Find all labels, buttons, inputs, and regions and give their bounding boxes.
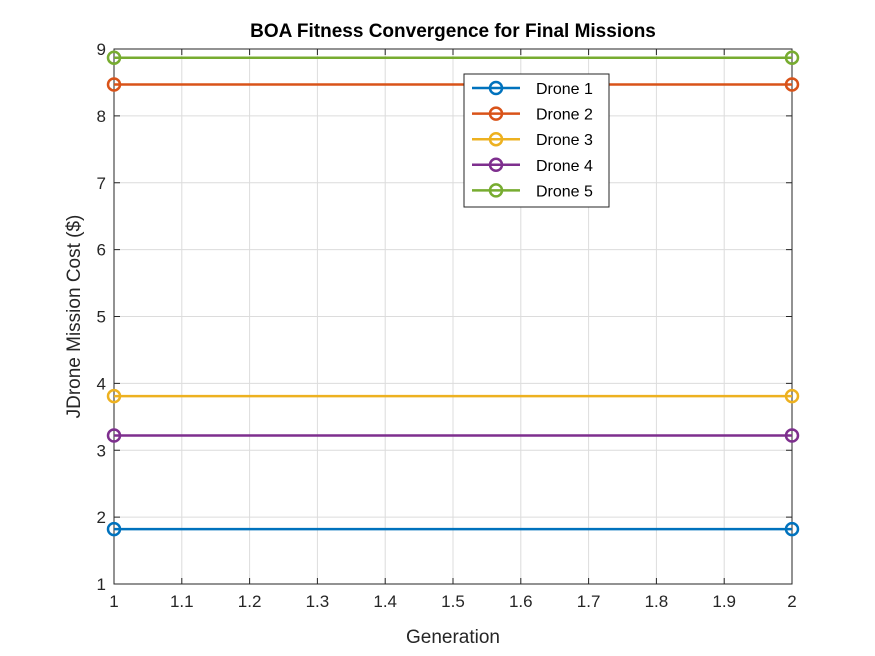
legend-marker <box>488 157 504 173</box>
legend-box <box>463 73 610 208</box>
legend-marker <box>488 183 504 198</box>
y-tick-label: 3 <box>97 441 106 460</box>
data-point <box>106 388 122 404</box>
data-point <box>106 428 122 443</box>
series-3 <box>106 388 800 404</box>
y-tick-label: 5 <box>97 308 106 327</box>
y-tick-label: 4 <box>97 374 106 393</box>
legend-item: Drone 1 <box>472 80 593 98</box>
data-point <box>784 521 800 537</box>
legend-item: Drone 2 <box>472 106 593 124</box>
y-tick-label: 8 <box>97 107 106 126</box>
legend: Drone 1 Drone 2 Drone 3 Drone 4 Drone 5 <box>463 73 610 208</box>
y-tick-label: 9 <box>97 40 106 59</box>
x-tick-label: 1.9 <box>712 592 736 611</box>
y-axis-label: JDrone Mission Cost ($) <box>64 215 85 419</box>
x-tick-label: 1.5 <box>441 592 465 611</box>
legend-label: Drone 3 <box>536 132 593 149</box>
legend-label: Drone 5 <box>536 183 593 200</box>
series-lines <box>106 50 800 537</box>
y-axis-ticks: 1 2 3 4 5 6 7 8 9 <box>97 40 792 594</box>
legend-marker <box>488 131 504 147</box>
x-axis-ticks: 1 1.1 1.2 1.3 1.4 1.5 1.6 1.7 1.8 1.9 2 <box>109 49 797 611</box>
legend-item: Drone 5 <box>472 183 593 200</box>
data-point <box>106 50 122 65</box>
x-axis-label: Generation <box>406 627 500 648</box>
y-tick-label: 7 <box>97 174 106 193</box>
x-tick-label: 1.1 <box>170 592 194 611</box>
data-point <box>784 77 800 92</box>
data-point <box>784 428 800 443</box>
chart-title: BOA Fitness Convergence for Final Missio… <box>250 21 656 42</box>
x-tick-label: 1.8 <box>645 592 669 611</box>
y-tick-label: 2 <box>97 508 106 527</box>
data-point <box>106 77 122 92</box>
x-tick-label: 1.4 <box>373 592 397 611</box>
y-tick-label: 1 <box>97 575 106 594</box>
y-tick-label: 6 <box>97 241 106 260</box>
series-5 <box>106 50 800 65</box>
x-tick-label: 1 <box>109 592 118 611</box>
legend-label: Drone 2 <box>536 107 593 124</box>
series-4 <box>106 428 800 443</box>
series-1 <box>106 521 800 537</box>
x-tick-label: 1.2 <box>238 592 262 611</box>
legend-label: Drone 1 <box>536 81 593 98</box>
legend-item: Drone 4 <box>472 157 593 175</box>
x-tick-label: 1.7 <box>577 592 601 611</box>
data-point <box>784 50 800 65</box>
legend-marker <box>488 106 504 121</box>
x-tick-label: 2 <box>787 592 796 611</box>
legend-marker <box>488 80 504 96</box>
series-2 <box>106 77 800 92</box>
legend-label: Drone 4 <box>536 158 593 175</box>
x-tick-label: 1.3 <box>306 592 330 611</box>
data-point <box>784 388 800 404</box>
data-point <box>106 521 122 537</box>
x-tick-label: 1.6 <box>509 592 533 611</box>
legend-item: Drone 3 <box>472 131 593 149</box>
